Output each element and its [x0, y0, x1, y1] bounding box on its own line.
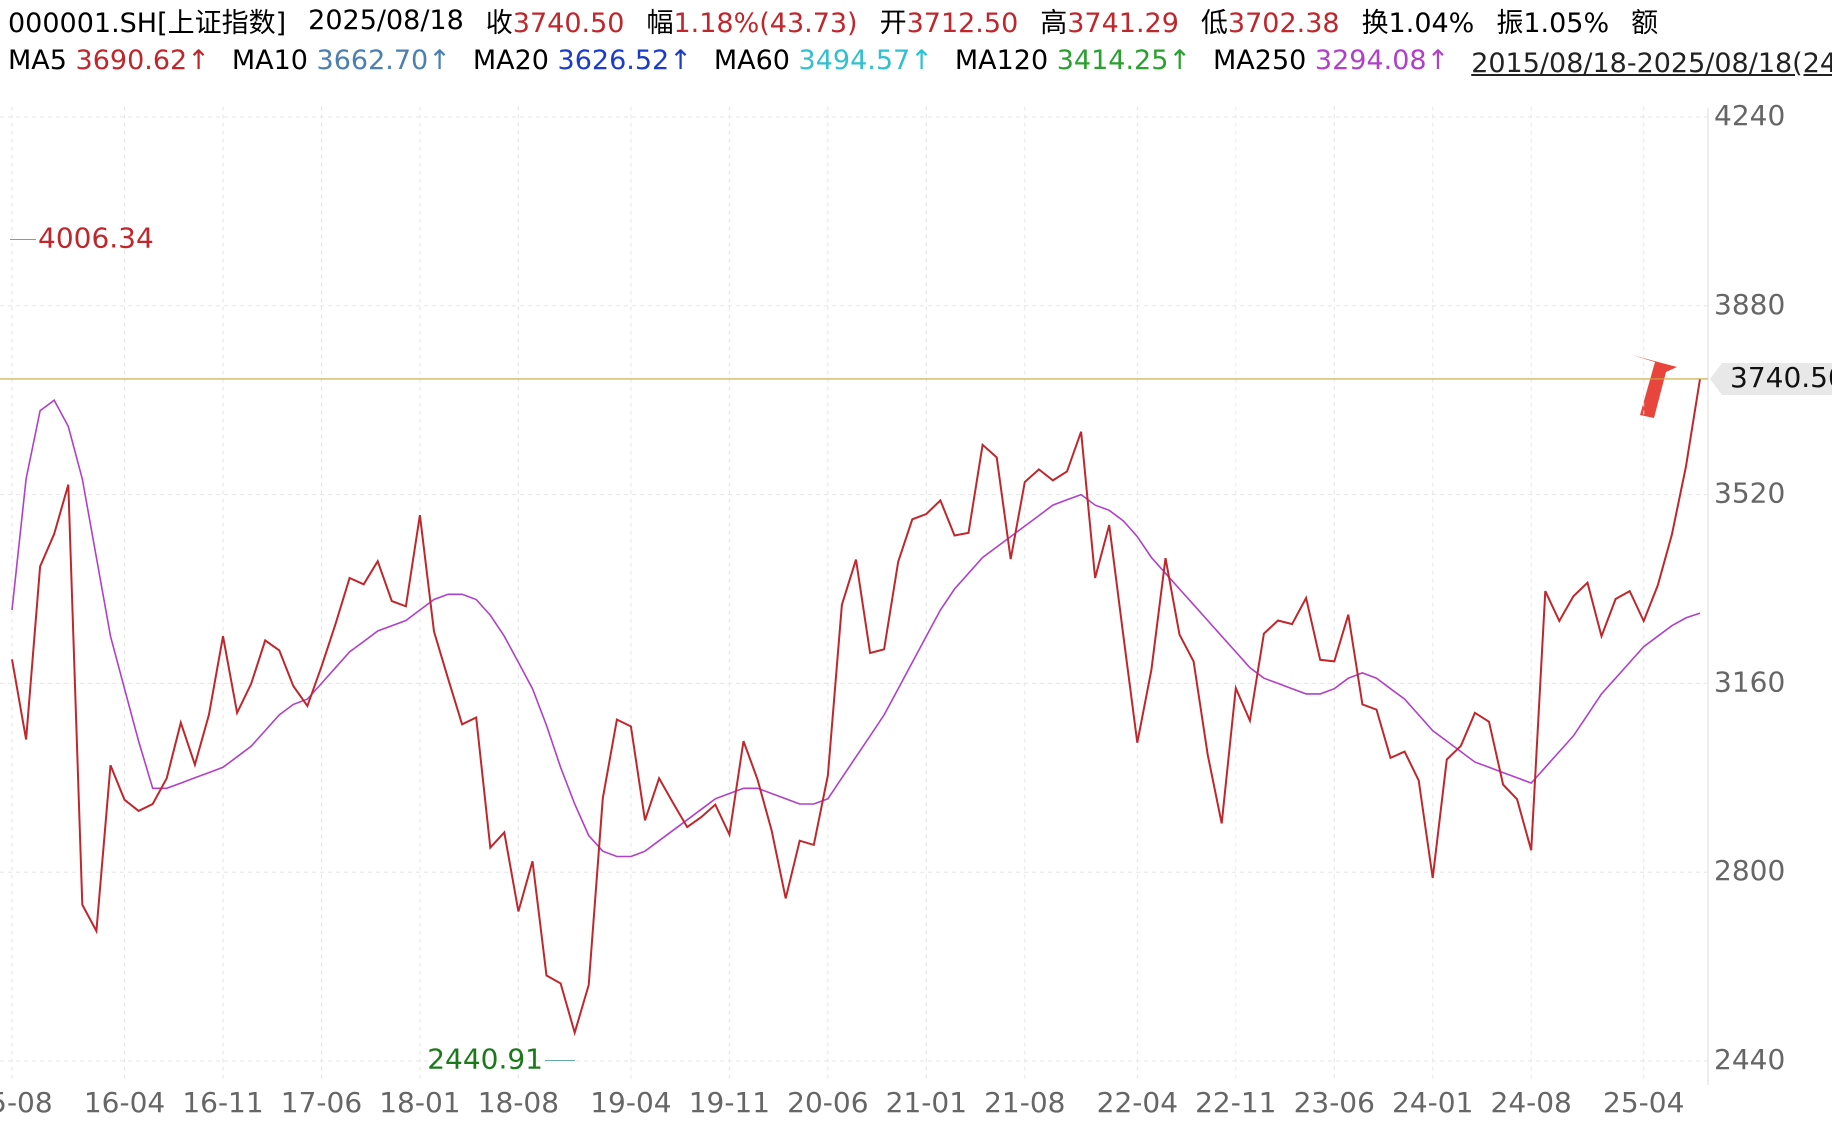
- y-tick-label: 2800: [1714, 854, 1785, 887]
- quote-item: 换1.04%: [1362, 1, 1475, 40]
- quote-value: 3740.50: [512, 7, 625, 39]
- quote-item: 收3740.50: [486, 1, 625, 40]
- header: 000001.SH[上证指数] 2025/08/18 收3740.50 幅1.18%(…: [8, 0, 1832, 80]
- quote-value: 3712.50: [906, 7, 1019, 39]
- quote-item: 额: [1631, 1, 1658, 40]
- quote-label: 2025/08/18: [308, 4, 464, 36]
- y-tick-label: 3160: [1714, 665, 1785, 698]
- quote-item: 000001.SH[上证指数]: [8, 1, 286, 40]
- quote-item: 振1.05%: [1496, 1, 1609, 40]
- price-line: [11, 378, 1701, 1037]
- ma-item: MA5 3690.62↑: [8, 45, 210, 76]
- price-tag-label: 3740.50: [1730, 361, 1832, 394]
- quote-item: 低3702.38: [1201, 1, 1340, 40]
- date-range: 2015/08/18-2025/08/18(2430日): [1471, 47, 1832, 79]
- quote-item: 高3741.29: [1040, 1, 1179, 40]
- x-tick-label: 19-11: [689, 1086, 770, 1119]
- quote-label: 振1.05%: [1496, 7, 1610, 39]
- x-tick-label: 16-11: [182, 1086, 263, 1119]
- ma-value: 3662.70↑: [316, 44, 451, 76]
- ma-label: MA5: [8, 44, 67, 76]
- y-tick-label: 3880: [1714, 288, 1785, 321]
- ma-item: MA10 3662.70↑: [232, 45, 451, 76]
- quote-row: 000001.SH[上证指数] 2025/08/18 收3740.50 幅1.18%(…: [8, 0, 1808, 40]
- trend-arrow: [1632, 355, 1677, 418]
- y-tick-label: 2440: [1714, 1043, 1785, 1076]
- quote-value: 1.18%(43.73): [673, 7, 858, 39]
- ma-label: MA10: [231, 44, 308, 76]
- x-tick-label: 24-01: [1392, 1086, 1473, 1119]
- x-tick-label: 16-04: [84, 1086, 165, 1119]
- quote-item: 2025/08/18: [308, 5, 464, 36]
- ma-label: MA60: [713, 44, 790, 76]
- quote-item: 幅1.18%(43.73): [646, 1, 857, 40]
- quote-label: 000001.SH[上证指数]: [8, 7, 287, 39]
- x-tick-label: 18-01: [379, 1086, 460, 1119]
- x-tick-label: 22-11: [1195, 1086, 1276, 1119]
- ma-item: MA60 3494.57↑: [714, 45, 933, 76]
- quote-value: 3702.38: [1227, 7, 1340, 39]
- x-tick-label: 17-06: [281, 1086, 362, 1119]
- x-tick-label: 22-04: [1097, 1086, 1178, 1119]
- ma-value: 3414.25↑: [1056, 44, 1192, 76]
- quote-label: 低: [1200, 7, 1228, 39]
- x-tick-label: 23-06: [1294, 1086, 1375, 1119]
- quote-label: 高: [1040, 7, 1068, 39]
- ma-label: MA250: [1213, 44, 1307, 76]
- ma-item: MA120 3414.25↑: [955, 45, 1191, 76]
- x-tick-label: 20-06: [787, 1086, 868, 1119]
- x-tick-label: 19-04: [590, 1086, 671, 1119]
- ma-value: 3294.08↑: [1314, 44, 1450, 76]
- ma-label: MA120: [954, 44, 1049, 76]
- min-label: 2440.91: [427, 1043, 543, 1076]
- ma-label: MA20: [472, 44, 549, 76]
- quote-label: 幅: [646, 7, 674, 39]
- ma-row: MA5 3690.62↑ MA10 3662.70↑ MA20 3626.52↑ MA…: [8, 40, 1832, 80]
- x-tick-label: 21-01: [886, 1086, 967, 1119]
- x-tick-label: 18-08: [478, 1086, 559, 1119]
- quote-label: 开: [879, 7, 907, 39]
- ma-value: 3494.57↑: [798, 44, 933, 76]
- max-label: 4006.34: [38, 222, 154, 255]
- price-tag: [1710, 362, 1832, 395]
- x-tick-label: 21-08: [984, 1086, 1065, 1119]
- y-tick-label: 3520: [1714, 477, 1785, 510]
- ma-value: 3626.52↑: [557, 44, 692, 76]
- x-tick-label: 15-08: [0, 1086, 53, 1119]
- ma-item: MA250 3294.08↑: [1213, 45, 1449, 76]
- ma-item: MA20 3626.52↑: [473, 45, 692, 76]
- x-tick-label: 25-04: [1603, 1086, 1684, 1119]
- quote-item: 开3712.50: [880, 1, 1019, 40]
- quote-label: 收: [485, 7, 513, 39]
- ma-line: [11, 399, 1701, 858]
- quote-label: 额: [1631, 7, 1659, 39]
- y-tick-label: 4240: [1714, 99, 1785, 132]
- quote-value: 3741.29: [1067, 7, 1179, 39]
- x-tick-label: 24-08: [1491, 1086, 1572, 1119]
- ma-value: 3690.62↑: [75, 44, 210, 76]
- quote-label: 换1.04%: [1361, 7, 1475, 39]
